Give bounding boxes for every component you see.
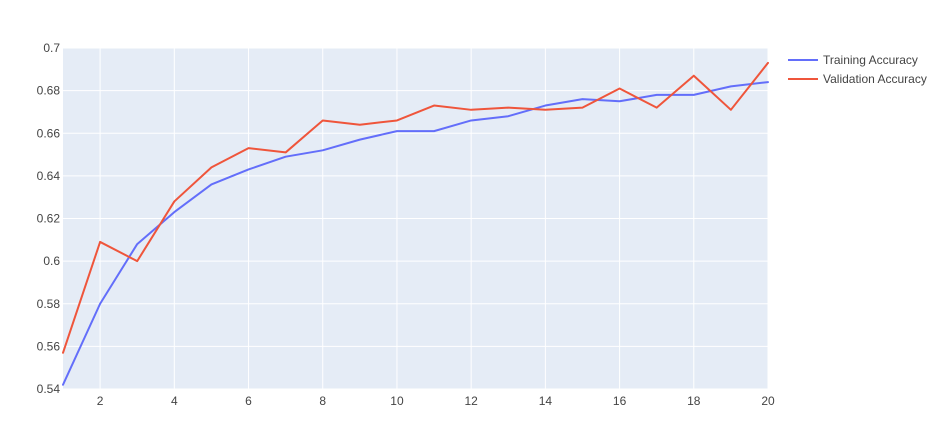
y-tick-label: 0.7 bbox=[43, 41, 60, 55]
x-tick-label: 10 bbox=[390, 394, 404, 408]
x-tick-label: 12 bbox=[464, 394, 478, 408]
y-tick-label: 0.64 bbox=[37, 169, 61, 183]
x-tick-label: 8 bbox=[319, 394, 326, 408]
legend[interactable]: Training Accuracy Validation Accuracy bbox=[788, 53, 927, 86]
y-tick-label: 0.58 bbox=[37, 297, 61, 311]
series-line-validation-accuracy[interactable] bbox=[62, 61, 769, 354]
x-tick-label: 14 bbox=[539, 394, 553, 408]
y-tick-label: 0.56 bbox=[37, 339, 61, 353]
x-tick-label: 20 bbox=[761, 394, 775, 408]
x-tick-label: 18 bbox=[687, 394, 701, 408]
x-tick-label: 6 bbox=[245, 394, 252, 408]
x-axis-ticks: 2 4 6 8 10 12 14 16 18 20 bbox=[97, 394, 775, 408]
y-tick-label: 0.66 bbox=[37, 126, 61, 140]
y-tick-label: 0.62 bbox=[37, 212, 61, 226]
y-tick-label: 0.68 bbox=[37, 84, 61, 98]
y-tick-label: 0.54 bbox=[37, 382, 61, 396]
legend-item[interactable]: Validation Accuracy bbox=[788, 72, 927, 86]
y-tick-label: 0.6 bbox=[43, 254, 60, 268]
x-tick-label: 16 bbox=[613, 394, 627, 408]
y-axis-ticks: 0.54 0.56 0.58 0.6 0.62 0.64 0.66 0.68 0.7 bbox=[37, 41, 61, 396]
grid-lines bbox=[63, 47, 769, 390]
legend-label: Validation Accuracy bbox=[823, 72, 927, 86]
series-line-training-accuracy[interactable] bbox=[62, 81, 769, 386]
x-tick-label: 2 bbox=[97, 394, 104, 408]
x-tick-label: 4 bbox=[171, 394, 178, 408]
legend-item[interactable]: Training Accuracy bbox=[788, 53, 918, 67]
legend-label: Training Accuracy bbox=[823, 53, 918, 67]
series-lines bbox=[62, 61, 769, 386]
